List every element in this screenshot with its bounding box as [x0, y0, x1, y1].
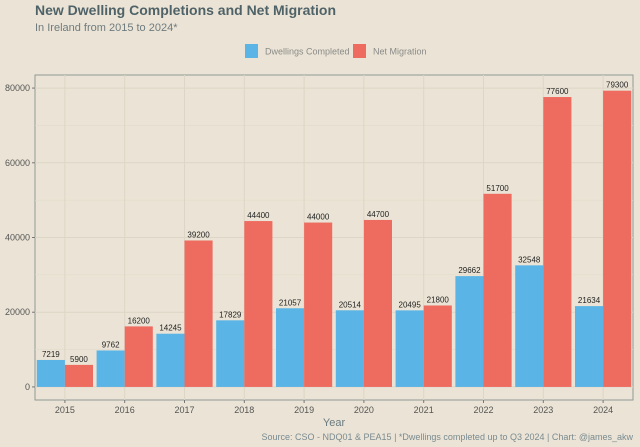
caption: Source: CSO - NDQ01 & PEA15 | *Dwellings…	[262, 432, 634, 442]
bar-net-migration	[244, 221, 273, 387]
bar-dwellings-completed	[216, 320, 245, 387]
y-tick-label: 60000	[5, 158, 30, 168]
bar-dwellings-completed	[335, 310, 364, 387]
x-tick-label: 2023	[533, 405, 553, 415]
x-tick-label: 2021	[414, 405, 434, 415]
bar-net-migration	[423, 305, 452, 387]
bar-dwellings-completed	[574, 306, 604, 387]
data-label: 51700	[486, 184, 509, 193]
data-label: 7219	[42, 350, 60, 359]
y-tick-label: 20000	[5, 307, 30, 317]
bar-net-migration	[543, 97, 572, 387]
data-label: 44000	[307, 213, 330, 222]
x-tick-label: 2018	[234, 405, 254, 415]
bar-dwellings-completed	[36, 359, 65, 387]
legend: Dwellings Completed Net Migration	[245, 44, 427, 58]
bar-net-migration	[184, 240, 213, 387]
bar-net-migration	[124, 326, 153, 387]
x-tick-label: 2017	[174, 405, 194, 415]
data-label: 29662	[458, 266, 481, 275]
x-tick-label: 2022	[473, 405, 493, 415]
data-label: 44700	[367, 210, 390, 219]
x-tick-label: 2024	[593, 405, 613, 415]
legend-label-dwellings: Dwellings Completed	[265, 47, 350, 57]
x-tick-label: 2016	[115, 405, 135, 415]
data-label: 5900	[70, 355, 88, 364]
data-label: 9762	[102, 340, 120, 349]
data-label: 79300	[606, 81, 629, 90]
data-label: 21634	[578, 296, 601, 305]
bar-dwellings-completed	[395, 310, 424, 387]
bar-dwellings-completed	[96, 350, 125, 387]
bar-net-migration	[304, 222, 333, 387]
bar-net-migration	[363, 219, 393, 387]
legend-swatch-migration	[353, 44, 366, 58]
chart-subtitle: In Ireland from 2015 to 2024*	[35, 22, 178, 34]
data-label: 16200	[128, 316, 151, 325]
bar-dwellings-completed	[275, 308, 305, 387]
bar-dwellings-completed	[156, 333, 185, 387]
data-label: 21057	[279, 298, 302, 307]
data-label: 77600	[546, 87, 569, 96]
data-label: 14245	[159, 324, 182, 333]
bar-dwellings-completed	[455, 276, 484, 387]
data-label: 20514	[339, 300, 362, 309]
y-tick-label: 40000	[5, 233, 30, 243]
legend-label-migration: Net Migration	[373, 47, 427, 57]
data-label: 32548	[518, 255, 541, 264]
data-label: 44400	[247, 211, 270, 220]
data-label: 39200	[187, 230, 210, 239]
bar-net-migration	[603, 90, 632, 387]
x-tick-label: 2019	[294, 405, 314, 415]
bar-net-migration	[64, 364, 94, 387]
data-label: 17829	[219, 310, 242, 319]
data-label: 21800	[427, 295, 450, 304]
bar-dwellings-completed	[515, 265, 544, 387]
x-tick-label: 2020	[354, 405, 374, 415]
y-tick-label: 0	[25, 382, 30, 392]
data-label: 20495	[399, 300, 422, 309]
chart-title: New Dwelling Completions and Net Migrati…	[35, 2, 336, 18]
bar-net-migration	[483, 193, 512, 387]
x-axis-title: Year	[323, 417, 346, 429]
legend-swatch-dwellings	[245, 44, 258, 58]
x-tick-label: 2015	[55, 405, 75, 415]
y-tick-label: 80000	[5, 83, 30, 93]
